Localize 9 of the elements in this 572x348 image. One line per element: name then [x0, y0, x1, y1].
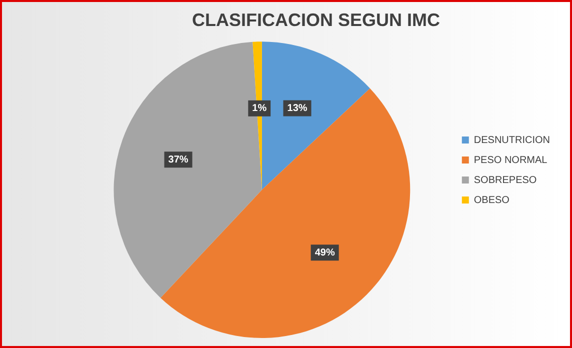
data-label: 1% — [252, 103, 267, 114]
data-label: 49% — [314, 247, 335, 258]
legend-label: SOBREPESO — [474, 174, 537, 186]
legend-label: PESO NORMAL — [474, 154, 548, 166]
data-label: 37% — [168, 154, 188, 166]
data-label: 13% — [287, 102, 308, 114]
chart-title: CLASIFICACION SEGUN IMC — [192, 10, 440, 30]
legend-label: DESNUTRICION — [474, 134, 550, 146]
legend-label: OBESO — [474, 194, 510, 206]
